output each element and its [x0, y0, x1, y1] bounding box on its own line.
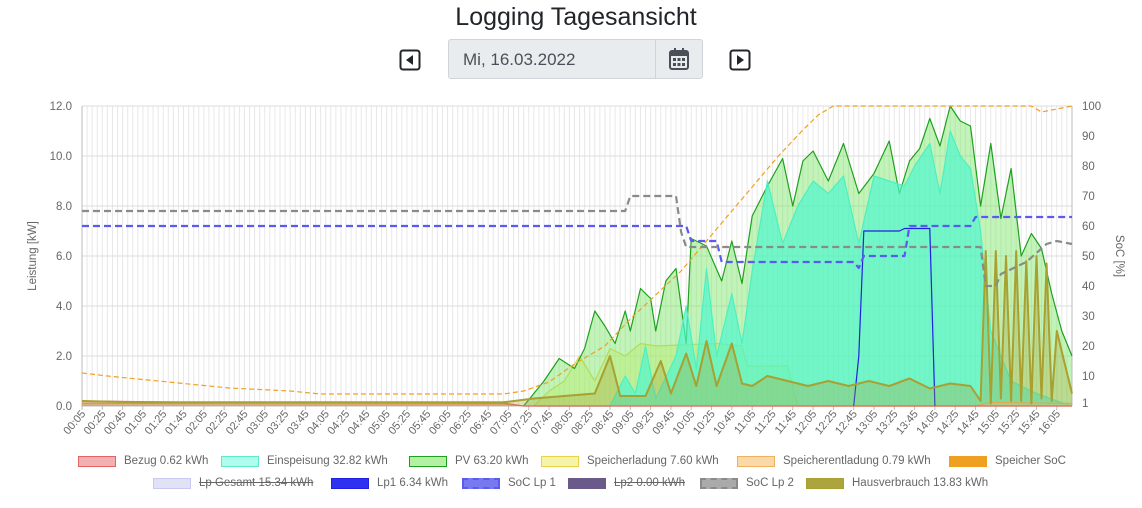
- series-area-speicherentladung: [82, 402, 1072, 406]
- y2-tick-label: 10: [1082, 371, 1095, 383]
- series-area-einspeisung: [538, 131, 1072, 406]
- legend-row-2: Lp Gesamt 15.34 kWh Lp1 6.34 kWh SoC Lp 1 L…: [0, 474, 1142, 496]
- x-tick-label: 16:05: [1036, 408, 1063, 437]
- x-tick-label: 11:05: [732, 408, 758, 436]
- legend-swatch: [462, 477, 500, 489]
- series-line-pv: [523, 105, 1073, 407]
- legend-swatch: [78, 455, 116, 467]
- legend-swatch: [409, 455, 447, 467]
- x-tick-label: 11:25: [752, 408, 778, 436]
- series-area-bezug: [82, 401, 1072, 406]
- legend-item[interactable]: PV 63.20 kWh: [409, 452, 529, 470]
- legend-swatch: [221, 455, 259, 467]
- legend-item[interactable]: Bezug 0.62 kWh: [78, 452, 208, 470]
- legend-label: SoC Lp 1: [508, 477, 556, 489]
- legend-label: Speicherentladung 0.79 kWh: [783, 455, 931, 467]
- legend-item[interactable]: Speicherentladung 0.79 kWh: [737, 452, 931, 470]
- legend-item[interactable]: Lp1 6.34 kWh: [331, 474, 448, 492]
- chart-legend: Bezug 0.62 kWh Einspeisung 32.82 kWh PV 63…: [0, 452, 1142, 496]
- series-line-soc: [82, 215, 1072, 270]
- legend-swatch: [700, 477, 738, 489]
- legend-swatch: [568, 477, 606, 489]
- legend-swatch: [949, 455, 987, 467]
- series-line-einspeisung: [538, 130, 1073, 407]
- series-line-lp1: [853, 227, 936, 407]
- legend-label: Hausverbrauch 13.83 kWh: [852, 477, 989, 489]
- y2-tick-label: 70: [1082, 191, 1095, 203]
- legend-item[interactable]: Lp2 0.00 kWh: [568, 474, 685, 492]
- legend-swatch: [541, 455, 579, 467]
- legend-item[interactable]: SoC Lp 2: [700, 474, 794, 492]
- legend-item[interactable]: SoC Lp 1: [462, 474, 556, 492]
- y2-tick-label: 100: [1082, 101, 1101, 113]
- y-tick-label: 8.0: [56, 201, 72, 213]
- y2-tick-label: 50: [1082, 251, 1095, 263]
- calendar-button[interactable]: [655, 39, 703, 79]
- legend-row-1: Bezug 0.62 kWh Einspeisung 32.82 kWh PV 63…: [0, 452, 1142, 474]
- y2-tick-label: 1: [1082, 398, 1088, 410]
- legend-label: Lp1 6.34 kWh: [377, 477, 448, 489]
- date-input[interactable]: Mi, 16.03.2022: [448, 39, 655, 79]
- y2-tick-label: 20: [1082, 341, 1095, 353]
- caret-right-square-icon: [729, 49, 751, 71]
- previous-day-button[interactable]: [399, 49, 421, 71]
- y-tick-label: 4.0: [56, 301, 72, 313]
- page-title: Logging Tagesansicht: [455, 3, 697, 31]
- caret-left-square-icon: [399, 49, 421, 71]
- next-day-button[interactable]: [729, 49, 751, 71]
- legend-swatch: [806, 477, 844, 489]
- legend-item[interactable]: Lp Gesamt 15.34 kWh: [153, 474, 313, 492]
- legend-label: PV 63.20 kWh: [455, 455, 529, 467]
- legend-label: Lp Gesamt 15.34 kWh: [199, 477, 314, 489]
- y-tick-label: 0.0: [56, 401, 72, 413]
- y2-tick-label: 40: [1082, 281, 1095, 293]
- y-axis-title: Leistung [kW]: [27, 221, 39, 291]
- legend-item[interactable]: Speicherladung 7.60 kWh: [541, 452, 719, 470]
- y-tick-label: 12.0: [50, 101, 72, 113]
- legend-label: SoC Lp 2: [746, 477, 794, 489]
- y2-tick-label: 60: [1082, 221, 1095, 233]
- calendar-icon: [669, 48, 689, 70]
- y-tick-label: 2.0: [56, 351, 72, 363]
- legend-swatch: [153, 477, 191, 489]
- legend-item[interactable]: Einspeisung 32.82 kWh: [221, 452, 388, 470]
- legend-label: Speicherladung 7.60 kWh: [587, 455, 719, 467]
- legend-label: Bezug 0.62 kWh: [124, 455, 209, 467]
- y2-tick-label: 80: [1082, 161, 1095, 173]
- legend-label: Lp2 0.00 kWh: [614, 477, 685, 489]
- legend-swatch: [737, 455, 775, 467]
- series-line-hausverbrauch: [81, 250, 1073, 405]
- legend-item[interactable]: Speicher SoC: [949, 452, 1066, 470]
- y-tick-label: 10.0: [50, 151, 72, 163]
- legend-label: Einspeisung 32.82 kWh: [267, 455, 388, 467]
- y2-axis-title: SoC [%]: [1113, 235, 1125, 277]
- legend-item[interactable]: Hausverbrauch 13.83 kWh: [806, 474, 988, 492]
- x-tick-label: 10:45: [711, 408, 738, 437]
- y2-tick-label: 90: [1082, 131, 1095, 143]
- y-tick-label: 6.0: [56, 251, 72, 263]
- logging-chart: 0.0 2.0 4.0 6.0 8.0 10.0 12.0 1 10 20 30 40 50 60 70 80…: [27, 101, 1125, 437]
- legend-label: Speicher SoC: [995, 455, 1066, 467]
- date-navigation: Mi, 16.03.2022: [0, 39, 1142, 81]
- legend-swatch: [331, 477, 369, 489]
- y2-tick-label: 30: [1082, 311, 1095, 323]
- series-line-soc: [82, 194, 1073, 288]
